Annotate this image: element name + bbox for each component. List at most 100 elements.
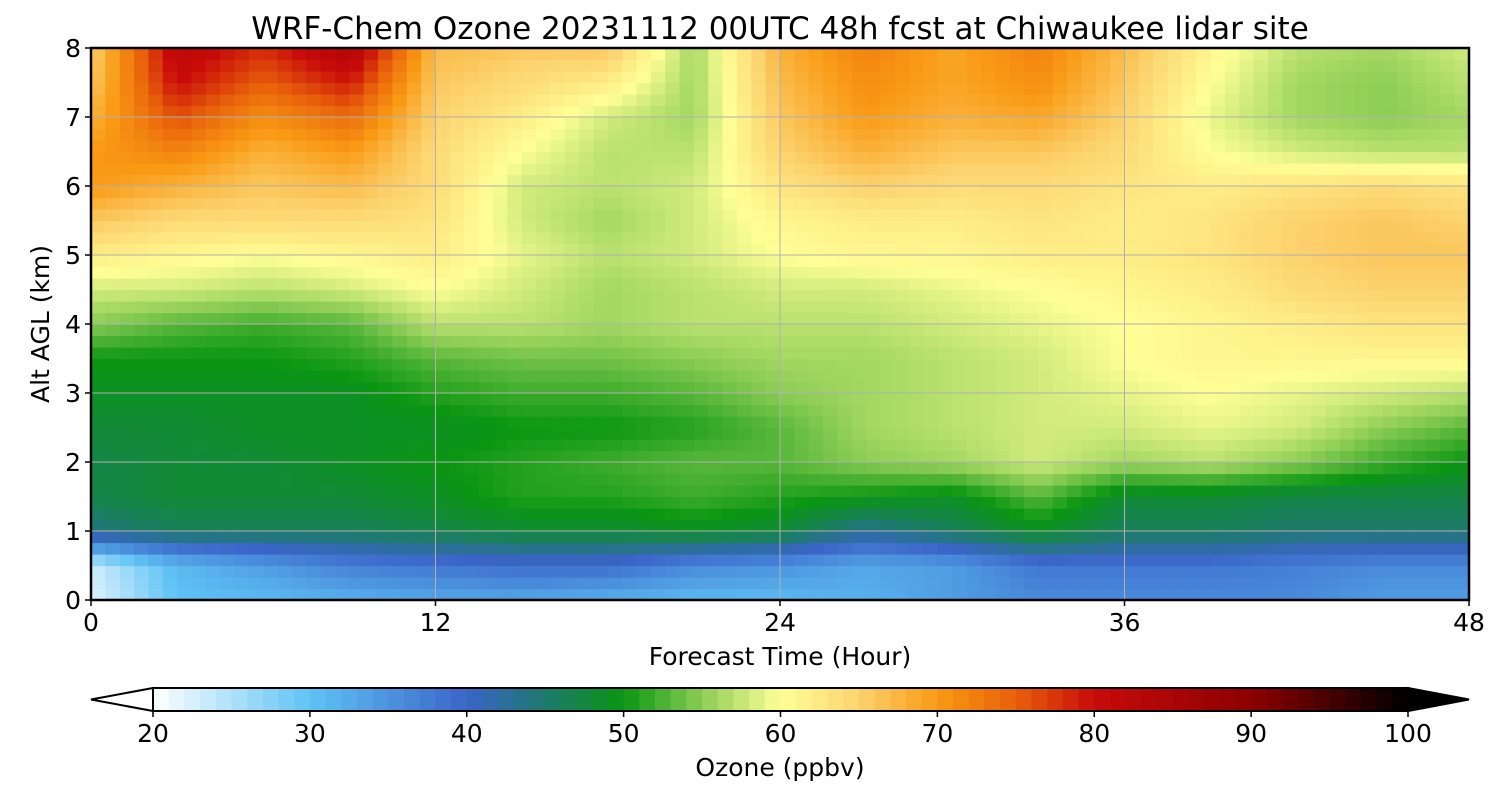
heatmap-cell bbox=[162, 174, 178, 187]
heatmap-cell bbox=[736, 266, 752, 279]
heatmap-cell bbox=[248, 220, 264, 233]
heatmap-cell bbox=[636, 393, 652, 406]
heatmap-cell bbox=[406, 508, 422, 521]
heatmap-cell bbox=[622, 462, 638, 475]
heatmap-cell bbox=[1124, 59, 1140, 72]
heatmap-cell bbox=[134, 554, 150, 567]
heatmap-cell bbox=[205, 243, 221, 256]
heatmap-cell bbox=[894, 255, 910, 268]
heatmap-cell bbox=[1454, 531, 1470, 544]
heatmap-cell bbox=[1224, 71, 1240, 84]
heatmap-cell bbox=[363, 174, 379, 187]
heatmap-cell bbox=[105, 197, 121, 210]
heatmap-cell bbox=[507, 59, 523, 72]
heatmap-cell bbox=[220, 220, 236, 233]
heatmap-cell bbox=[579, 508, 594, 521]
heatmap-cell bbox=[1368, 82, 1384, 95]
heatmap-cell bbox=[191, 266, 207, 279]
heatmap-cell bbox=[880, 243, 896, 256]
heatmap-cell bbox=[607, 232, 623, 245]
heatmap-cell bbox=[923, 289, 939, 302]
heatmap-cell bbox=[234, 381, 250, 394]
heatmap-cell bbox=[894, 554, 910, 567]
heatmap-cell bbox=[277, 255, 293, 268]
heatmap-cell bbox=[1167, 347, 1183, 360]
heatmap-cell bbox=[1138, 588, 1154, 601]
heatmap-cell bbox=[1038, 508, 1054, 521]
heatmap-cell bbox=[248, 554, 264, 567]
heatmap-cell bbox=[751, 358, 767, 371]
heatmap-cell bbox=[421, 151, 437, 164]
heatmap-cell bbox=[378, 105, 394, 118]
heatmap-cell bbox=[550, 577, 566, 590]
heatmap-cell bbox=[851, 278, 867, 291]
heatmap-cell bbox=[1153, 473, 1169, 486]
heatmap-cell bbox=[808, 151, 824, 164]
heatmap-cell bbox=[923, 105, 939, 118]
heatmap-cell bbox=[478, 462, 494, 475]
heatmap-cell bbox=[650, 197, 666, 210]
heatmap-cell bbox=[937, 48, 953, 61]
heatmap-cell bbox=[148, 59, 164, 72]
heatmap-cell bbox=[535, 404, 551, 417]
heatmap-cell bbox=[1196, 473, 1212, 486]
heatmap-cell bbox=[435, 565, 451, 578]
heatmap-cell bbox=[220, 140, 236, 153]
heatmap-cell bbox=[679, 105, 695, 118]
heatmap-cell bbox=[564, 289, 580, 302]
heatmap-cell bbox=[665, 370, 681, 383]
heatmap-cell bbox=[780, 59, 795, 72]
heatmap-cell bbox=[1067, 301, 1083, 314]
heatmap-cell bbox=[1009, 140, 1025, 153]
heatmap-cell bbox=[708, 71, 724, 84]
heatmap-cell bbox=[320, 151, 336, 164]
heatmap-cell bbox=[579, 220, 594, 233]
heatmap-cell bbox=[507, 163, 523, 176]
heatmap-cell bbox=[952, 243, 968, 256]
heatmap-cell bbox=[277, 278, 293, 291]
heatmap-cell bbox=[937, 186, 953, 199]
heatmap-cell bbox=[894, 266, 910, 279]
heatmap-cell bbox=[421, 220, 437, 233]
heatmap-cell bbox=[1138, 278, 1154, 291]
heatmap-cell bbox=[1009, 347, 1025, 360]
heatmap-cell bbox=[1425, 565, 1441, 578]
heatmap-cell bbox=[952, 128, 968, 141]
heatmap-cell bbox=[263, 197, 279, 210]
heatmap-cell bbox=[722, 565, 738, 578]
heatmap-cell bbox=[1354, 450, 1370, 463]
heatmap-cell bbox=[105, 324, 121, 337]
heatmap-cell bbox=[765, 220, 781, 233]
heatmap-cell bbox=[579, 462, 594, 475]
heatmap-cell bbox=[162, 347, 178, 360]
heatmap-cell bbox=[1181, 519, 1197, 532]
heatmap-cell bbox=[205, 462, 221, 475]
heatmap-cell bbox=[1282, 140, 1298, 153]
heatmap-cell bbox=[1339, 542, 1355, 555]
heatmap-cell bbox=[894, 117, 910, 130]
heatmap-cell bbox=[1110, 209, 1126, 222]
heatmap-cell bbox=[952, 312, 968, 325]
heatmap-cell bbox=[1397, 243, 1413, 256]
heatmap-cell bbox=[306, 531, 322, 544]
heatmap-cell bbox=[1239, 519, 1255, 532]
heatmap-cell bbox=[736, 82, 752, 95]
heatmap-cell bbox=[607, 565, 623, 578]
heatmap-cell bbox=[665, 531, 681, 544]
heatmap-cell bbox=[794, 485, 810, 498]
heatmap-cell bbox=[1425, 335, 1441, 348]
heatmap-cell bbox=[1095, 577, 1111, 590]
heatmap-cell bbox=[593, 531, 609, 544]
plot-area bbox=[89, 46, 1471, 602]
heatmap-cell bbox=[665, 140, 681, 153]
heatmap-cell bbox=[894, 209, 910, 222]
heatmap-cell bbox=[148, 473, 164, 486]
heatmap-cell bbox=[492, 485, 508, 498]
heatmap-cell bbox=[1282, 289, 1298, 302]
heatmap-cell bbox=[205, 48, 221, 61]
heatmap-cell bbox=[1239, 577, 1255, 590]
heatmap-cell bbox=[1081, 278, 1097, 291]
heatmap-cell bbox=[1210, 577, 1226, 590]
heatmap-cell bbox=[1210, 358, 1226, 371]
heatmap-cell bbox=[306, 416, 322, 429]
